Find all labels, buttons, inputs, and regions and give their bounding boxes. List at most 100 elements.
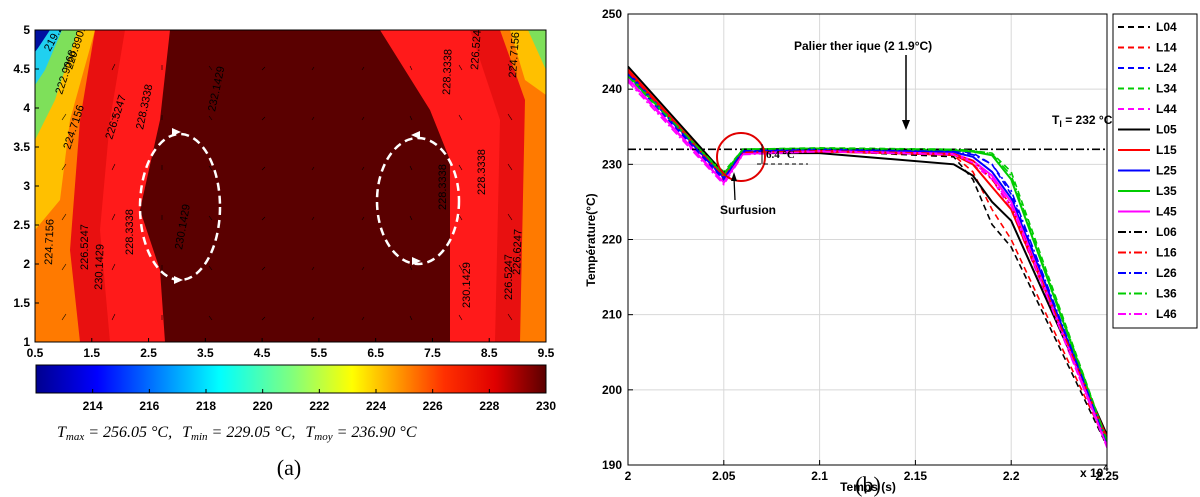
legend-label: L35: [1156, 184, 1177, 198]
legend-label: L24: [1156, 61, 1177, 75]
x-tick-label: 5.5: [311, 346, 328, 360]
legend-label: L34: [1156, 82, 1177, 96]
x-tick-label: 7.5: [424, 346, 441, 360]
legend-label: L15: [1156, 143, 1177, 157]
contour-label: 226.6247: [511, 229, 525, 275]
colorbar-tick-label: 230: [536, 399, 556, 413]
colorbar-tick-label: 218: [196, 399, 216, 413]
y-tick-label: 3.5: [13, 140, 30, 154]
y-axis-label: Température(°C): [584, 193, 598, 286]
surfusion-arrow: [733, 177, 736, 201]
contour-label: 230.1429: [461, 262, 473, 308]
contour-label: 226.5247: [503, 254, 515, 300]
y-tick-label: 220: [602, 233, 622, 247]
contour-x-ticks: 0.5 1.5 2.5 3.5 4.5 5.5 6.5 7.5 8.5 9.5: [27, 338, 555, 360]
x-tick-label: 9.5: [538, 346, 555, 360]
contour-label: 228.3338: [124, 209, 136, 255]
colorbar-tick-label: 216: [139, 399, 159, 413]
palier-annotation: Palier ther ique (2 1.9°C): [794, 39, 932, 53]
legend: L04 L14 L24 L34 L44 L05 L15 L25 L35 L45 L06 L16 L26 L…: [1118, 20, 1177, 321]
series-line-l36: [628, 75, 1107, 442]
legend-label: L06: [1156, 225, 1177, 239]
colorbar-tick-label: 214: [83, 399, 103, 413]
colorbar-tick-label: 226: [423, 399, 443, 413]
series-line-l26: [628, 73, 1107, 443]
line-chart-y-ticks: 190 200 210 220 230 240 250: [602, 7, 633, 472]
colorbar-ticks: 214 216 218 220 222 224 226 228 230: [83, 389, 556, 413]
liquidus-label: Tl = 232 °C: [1052, 113, 1113, 129]
legend-label: L36: [1156, 287, 1177, 301]
legend-label: L44: [1156, 102, 1177, 116]
line-chart-panel: 2 2.05 2.1 2.15 2.2 2.25 190 200 210 220 230 240 25…: [584, 7, 1198, 494]
colorbar-tick-label: 224: [366, 399, 386, 413]
contour-band-blue: [35, 30, 50, 52]
colorbar: [35, 364, 547, 394]
contour-band-cyan: [35, 30, 62, 85]
y-tick-label: 1.5: [13, 296, 30, 310]
legend-label: L25: [1156, 164, 1177, 178]
x-tick-label: 2.5: [140, 346, 157, 360]
x-tick-label: 6.5: [367, 346, 384, 360]
x-tick-label: 0.5: [27, 346, 44, 360]
legend-label: L26: [1156, 266, 1177, 280]
series-line-l24: [628, 75, 1107, 443]
contour-label: 224.7156: [43, 219, 57, 265]
velocity-arrows: [61, 63, 513, 321]
y-tick-label: 240: [602, 82, 622, 96]
contour-label: 228.3338: [441, 49, 455, 95]
contour-label: 226.5247: [469, 24, 484, 71]
contour-label: 228.3338: [476, 149, 488, 195]
y-tick-label: 250: [602, 7, 622, 21]
x-tick-label: 4.5: [254, 346, 271, 360]
contour-band-green-right: [528, 30, 546, 70]
y-tick-label: 3: [23, 179, 30, 193]
contour-label: 228.3338: [437, 164, 449, 210]
x-tick-label: 3.5: [197, 346, 214, 360]
delta-label: 6.4 °C: [766, 149, 795, 161]
legend-label: L14: [1156, 41, 1177, 55]
x-tick-label: 2.1: [811, 469, 828, 483]
y-tick-label: 2.5: [13, 218, 30, 232]
series-line-l46: [628, 81, 1107, 448]
contour-label: 230.1429: [93, 244, 107, 290]
contour-label: 224.7156: [507, 32, 522, 79]
colorbar-tick-label: 222: [309, 399, 329, 413]
y-tick-label: 5: [23, 23, 30, 37]
contour-y-ticks: 1 1.5 2 2.5 3 3.5 4 4.5 5: [13, 23, 39, 349]
y-tick-label: 230: [602, 157, 622, 171]
surfusion-label: Surfusion: [720, 203, 776, 217]
line-chart-series: [628, 65, 1107, 448]
legend-label: L05: [1156, 123, 1177, 137]
y-tick-label: 4: [23, 101, 30, 115]
x-multiplier: x 104: [1080, 463, 1108, 480]
panel-b-label: (b): [855, 472, 881, 497]
x-tick-label: 2.25: [1095, 469, 1119, 483]
palier-arrowhead: [902, 120, 910, 130]
x-tick-label: 8.5: [481, 346, 498, 360]
y-tick-label: 2: [23, 257, 30, 271]
x-tick-label: 1.5: [83, 346, 100, 360]
y-tick-label: 1: [23, 335, 30, 349]
y-tick-label: 200: [602, 383, 622, 397]
legend-label: L46: [1156, 307, 1177, 321]
x-tick-label: 2: [625, 469, 632, 483]
legend-label: L45: [1156, 205, 1177, 219]
contour-band-dark: [140, 30, 450, 342]
legend-label: L04: [1156, 20, 1177, 34]
colorbar-tick-label: 228: [479, 399, 499, 413]
y-tick-label: 210: [602, 308, 622, 322]
colorbar-tick-label: 220: [253, 399, 273, 413]
line-chart-x-ticks: 2 2.05 2.1 2.15 2.2 2.25: [625, 460, 1119, 483]
vortex-ellipse-left: [138, 132, 222, 282]
x-axis-label: Temps (s): [840, 480, 896, 494]
surfusion-arrowhead: [731, 172, 737, 181]
x-tick-label: 2.2: [1003, 469, 1020, 483]
stats-caption: Tmax = 256.05 °C, Tmin = 229.05 °C, Tmoy…: [57, 424, 417, 443]
x-tick-label: 2.05: [712, 469, 736, 483]
legend-label: L16: [1156, 246, 1177, 260]
surfusion-circle: [716, 132, 766, 182]
y-tick-label: 4.5: [13, 62, 30, 76]
